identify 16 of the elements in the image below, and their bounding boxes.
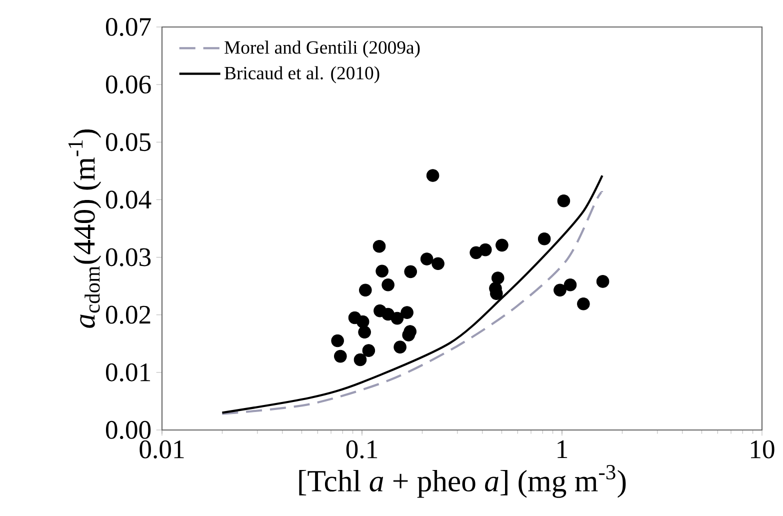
y-tick-label: 0.02 — [106, 306, 150, 324]
y-tick-label: 0.03 — [106, 248, 151, 266]
x-tick-label: 1 — [558, 440, 568, 458]
y-tick-label: 0.06 — [106, 76, 151, 94]
legend-label: Morel and Gentili (2009a) — [224, 40, 420, 58]
y-tick-label: 0.00 — [106, 420, 151, 440]
y-tick-label: 0.05 — [106, 133, 151, 152]
y-tick-label: 0.01 — [106, 363, 150, 382]
y-axis-title: a$_{cdom}$(440) (m$^{-1}$) — [68, 130, 102, 328]
y-tick-label: 0.07 — [106, 18, 151, 36]
legend-label: Bricaud et al. (2010) — [224, 66, 380, 84]
x-axis-title: [Tchl a + pheo a] (mg m$^{-3}$) — [299, 464, 626, 498]
x-tick-label: 0.01 — [140, 440, 184, 458]
x-tick-label: 0.1 — [346, 440, 378, 458]
y-tick-label: 0.04 — [106, 190, 152, 209]
x-tick-label: 10 — [751, 440, 774, 458]
